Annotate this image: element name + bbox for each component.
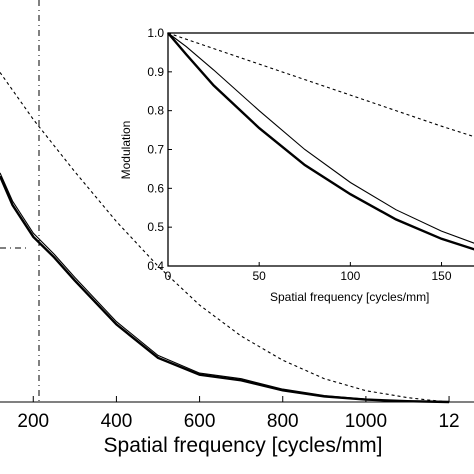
main-x-tick-label: 1000 xyxy=(345,411,387,432)
inset-y-axis-label: Modulation xyxy=(119,121,133,180)
inset-frame xyxy=(167,32,474,267)
main-x-tick-label: 200 xyxy=(17,411,49,432)
main-x-axis-label: Spatial frequency [cycles/mm] xyxy=(104,434,383,457)
inset-series-line-solid-thick xyxy=(167,32,474,251)
inset-y-tick-label: 0.7 xyxy=(147,143,164,157)
main-plot: 200 400 600 800 1000 12 Spatial frequency [cy… xyxy=(0,0,474,457)
inset-x-tick-label: 100 xyxy=(340,269,360,283)
inset-y-tick-label: 0.6 xyxy=(147,181,164,195)
inset-y-tick-label: 0.8 xyxy=(147,104,164,118)
inset-x-tick-label: 150 xyxy=(432,269,452,283)
inset-y-tick-label: 0.5 xyxy=(147,220,164,234)
inset-x-axis-label: Spatial frequency [cycles/mm] xyxy=(270,290,429,304)
main-x-tick-label: 12 xyxy=(438,411,459,432)
inset-plot: 0 50 100 150 0.4 0.5 0.6 0.7 0.8 0.9 1.0 Spatial f… xyxy=(119,26,474,304)
inset-series-line-dashed xyxy=(167,32,474,138)
inset-x-tick-label: 50 xyxy=(252,269,266,283)
main-x-ticks: 200 400 600 800 1000 12 xyxy=(17,396,460,432)
inset-series xyxy=(167,32,474,251)
inset-y-tick-label: 1.0 xyxy=(147,26,164,40)
inset-y-tick-label: 0.9 xyxy=(147,65,164,79)
main-x-tick-label: 800 xyxy=(267,411,299,432)
inset-series-line-solid-thin xyxy=(167,32,474,244)
main-series-line-solid-thin xyxy=(0,172,450,403)
inset-y-tick-label: 0.4 xyxy=(147,259,164,273)
main-x-tick-label: 600 xyxy=(184,411,216,432)
inset-ticks: 0 50 100 150 0.4 0.5 0.6 0.7 0.8 0.9 1.0 xyxy=(147,26,452,283)
inset-x-tick-label: 0 xyxy=(165,269,172,283)
main-x-tick-label: 400 xyxy=(101,411,133,432)
main-series xyxy=(0,72,450,404)
